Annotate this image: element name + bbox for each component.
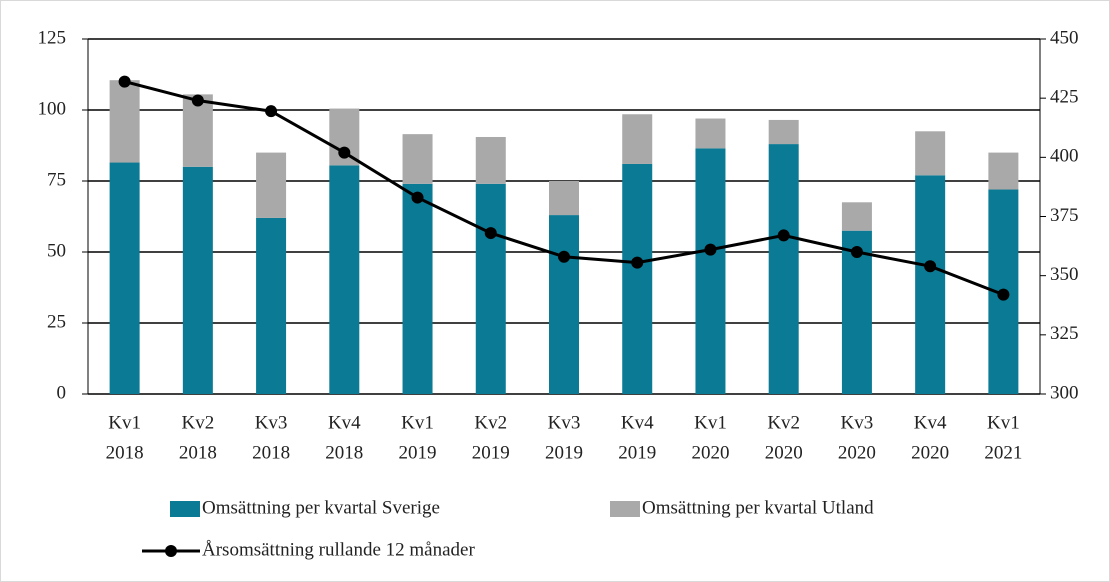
x-tick-label: Kv4 [328,412,361,433]
x-tick-label: Kv3 [548,412,581,433]
line-marker [777,229,790,242]
x-tick-label: 2018 [106,442,144,463]
bar [109,162,140,394]
line-marker [265,105,278,118]
y2-tick-label: 350 [1050,264,1079,285]
bar [256,217,287,394]
bar [768,119,799,145]
x-tick-label: 2020 [838,442,876,463]
x-tick-label: Kv4 [621,412,654,433]
y2-tick-label: 300 [1050,382,1079,403]
line-marker [411,191,424,204]
bar [475,183,506,394]
x-tick-label: 2020 [691,442,729,463]
y2-tick-label: 375 [1050,205,1079,226]
x-tick-label: Kv3 [255,412,288,433]
y2-tick-label: 450 [1050,27,1079,48]
bar [402,183,433,394]
x-tick-label: Kv1 [694,412,727,433]
bar [549,181,579,216]
y-tick-label: 0 [57,382,67,403]
bar [988,152,1019,190]
x-tick-label: Kv3 [841,412,874,433]
bar [695,118,726,149]
x-tick-label: 2018 [252,442,290,463]
x-tick-label: 2018 [179,442,217,463]
bar [841,202,872,231]
bar [915,175,946,394]
x-tick-label: Kv1 [401,412,434,433]
y2-tick-label: 325 [1050,323,1079,344]
line-marker [631,256,644,269]
x-tick-label: 2020 [911,442,949,463]
bar [402,134,433,184]
legend-marker [165,545,177,557]
bar [622,163,653,394]
line-marker [118,75,131,88]
bar [695,148,726,394]
legend-label: Årsomsättning rullande 12 månader [202,539,475,560]
legend-swatch [170,501,200,517]
line-marker [484,227,497,240]
bar [182,166,213,394]
x-tick-label: Kv4 [914,412,947,433]
x-tick-label: 2019 [618,442,656,463]
y2-tick-label: 425 [1050,87,1079,108]
x-tick-label: Kv2 [474,412,507,433]
x-tick-label: 2020 [765,442,803,463]
y2-tick-label: 400 [1050,146,1079,167]
x-tick-label: Kv2 [767,412,800,433]
x-tick-label: Kv1 [108,412,141,433]
y-tick-label: 75 [47,169,66,190]
legend-swatch [610,501,640,517]
y-tick-label: 50 [47,240,66,261]
x-tick-label: Kv2 [181,412,214,433]
bar [329,165,360,394]
line-marker [997,288,1010,301]
x-tick-label: 2018 [325,442,363,463]
y-tick-label: 25 [47,311,66,332]
x-tick-label: 2019 [545,442,583,463]
line-marker [924,260,937,273]
bar [622,114,653,164]
x-tick-label: Kv1 [987,412,1020,433]
line-marker [704,243,717,256]
bar [549,215,579,394]
line-marker [338,146,351,159]
bar [109,80,140,163]
y-tick-label: 125 [38,27,67,48]
legend-label: Omsättning per kvartal Sverige [202,497,440,518]
line-marker [850,246,863,258]
bar [475,136,506,184]
legend-label: Omsättning per kvartal Utland [642,497,874,518]
bar [256,152,287,218]
y-tick-label: 100 [38,98,67,119]
line-marker [191,94,204,107]
line-marker [558,250,570,263]
bar [915,131,946,176]
x-tick-label: 2019 [472,442,510,463]
x-tick-label: 2019 [399,442,437,463]
bar [768,144,799,394]
x-tick-label: 2021 [984,442,1022,463]
